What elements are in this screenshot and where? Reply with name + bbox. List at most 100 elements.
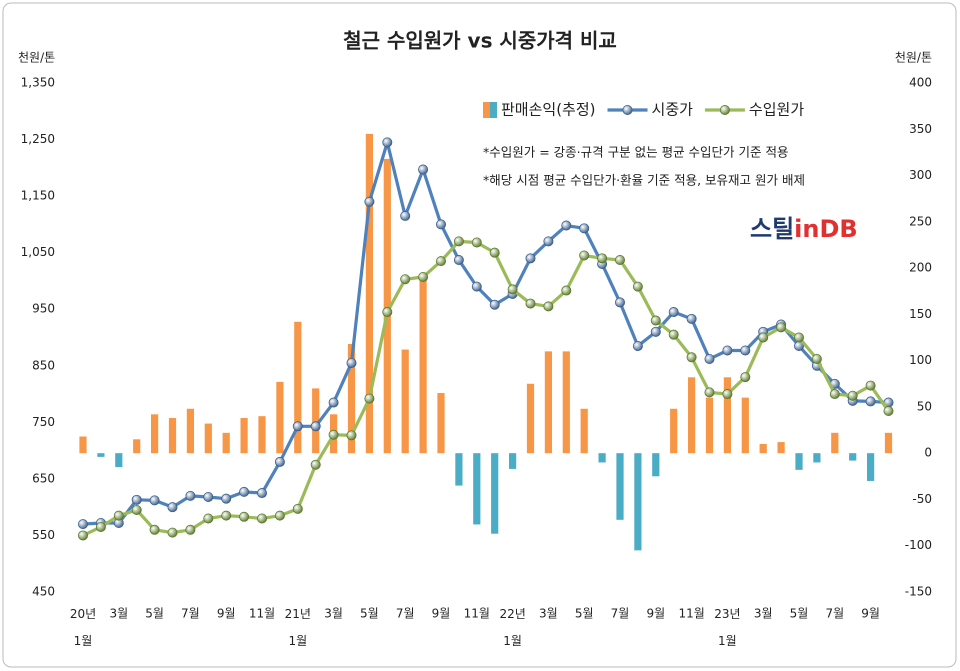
marker [256,488,267,499]
marker [221,510,232,521]
bar [813,453,821,463]
x-tick-label: 5월 [575,607,594,621]
marker [382,137,393,148]
marker [221,493,232,504]
marker [525,253,536,264]
marker [632,281,643,292]
marker [597,253,608,264]
bar [867,453,875,481]
marker [543,301,554,312]
marker [883,406,894,417]
marker [400,274,411,285]
marker [829,389,840,400]
bar [723,377,731,454]
x-tick-label: 3월 [539,607,558,621]
y-tick-label: 950 [32,302,55,316]
y-tick-label: 1,350 [21,76,55,90]
bar [186,408,194,454]
line [82,239,890,537]
marker [418,164,429,175]
marker [203,491,214,502]
bar [526,383,535,454]
marker [776,322,787,333]
bar [849,453,857,461]
y2-tick-label: 0 [924,446,932,460]
marker [435,256,446,267]
y-tick-label: 850 [32,358,55,372]
x-tick-label: 11월 [678,607,704,621]
x-tick-label: 9월 [217,607,236,621]
marker [382,307,393,318]
x-tick-label: 5월 [360,607,379,621]
marker [203,513,214,524]
x-tick-label: 21년 1월 [285,607,311,648]
x-tick-label: 23년 1월 [714,607,740,648]
y-tick-label: 1,250 [21,132,55,146]
note: *해당 시점 평균 수입단가·환율 기준 적용, 보유재고 원가 배제 [483,173,805,188]
marker [722,389,733,400]
y2-axis-label: 천원/톤 [895,50,932,65]
y2-tick-label: 250 [909,214,932,228]
marker [185,524,196,535]
line [82,140,889,526]
legend-label: 시중가 [652,101,694,119]
bar [688,377,696,454]
marker [113,510,124,521]
marker [543,236,554,247]
legend-marker [622,105,633,116]
y2-tick-label: 300 [909,168,932,182]
bar [509,453,517,469]
bar [831,432,839,454]
bar [437,393,445,454]
marker [453,255,464,266]
marker [346,430,357,441]
y-tick-label: 1,050 [21,245,55,259]
marker [758,332,769,343]
marker [686,313,697,324]
legend-label: 판매손익(추정) [501,101,596,119]
marker [650,326,661,337]
x-tick-label: 3월 [109,607,128,621]
x-tick-label: 22년 1월 [499,607,525,648]
x-tick-label: 3월 [754,607,773,621]
marker [328,429,339,440]
bar [491,453,499,534]
marker [615,255,626,266]
marker [310,459,321,470]
marker [507,284,518,295]
bar [455,453,463,486]
y2-tick-label: 350 [909,122,932,136]
marker [615,297,626,308]
marker [239,486,250,497]
marker [489,247,500,258]
marker [704,387,715,398]
marker [453,236,464,247]
x-tick-label: 11월 [249,607,275,621]
x-tick-label: 7월 [611,607,630,621]
marker [632,340,643,351]
marker [794,332,805,343]
marker [131,494,142,505]
marker [95,521,106,532]
marker [346,357,357,368]
marker [686,352,697,363]
marker [561,285,572,296]
legend-swatch [490,102,497,118]
marker [704,353,715,364]
marker [579,223,590,234]
y2-tick-label: -100 [905,538,932,552]
y2-tick-label: 150 [909,307,932,321]
bar [79,436,87,454]
chart-title: 철근 수입원가 vs 시중가격 비교 [343,29,617,53]
marker [274,456,285,467]
marker [489,299,500,310]
y-tick-label: 750 [32,415,55,429]
bar [741,397,749,454]
marker [847,390,858,401]
marker [131,504,142,515]
y2-tick-label: 400 [909,76,932,90]
marker [471,237,482,248]
y2-tick-label: -150 [905,585,932,599]
